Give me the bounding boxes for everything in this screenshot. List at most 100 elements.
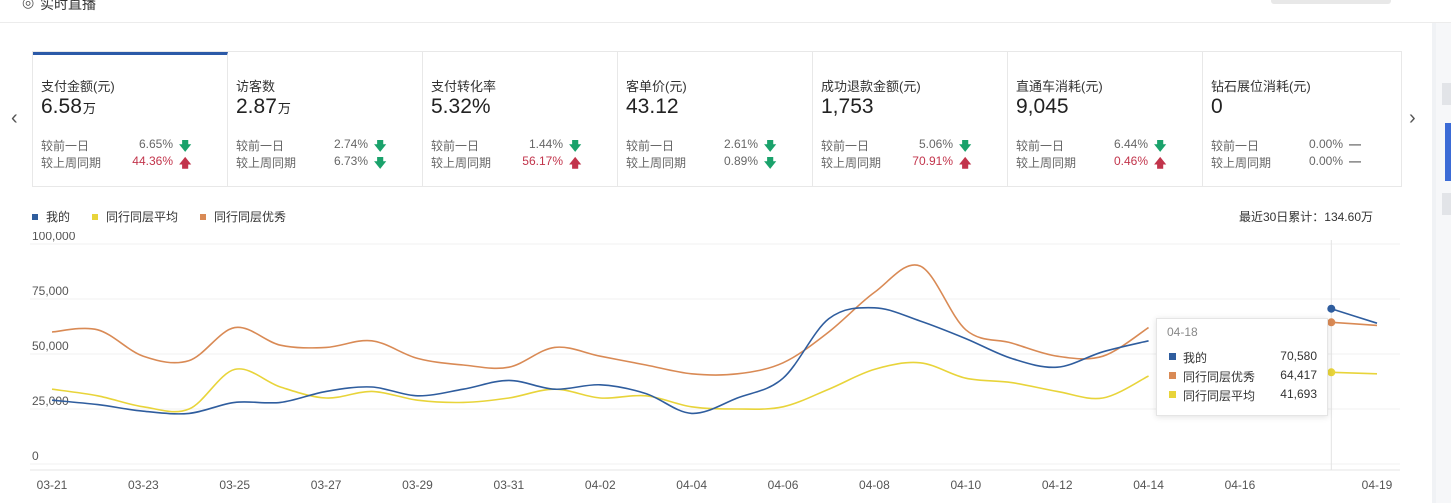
y-tick-label: 100,000	[32, 232, 76, 243]
x-tick-label: 04-16	[1225, 478, 1256, 492]
x-axis: 03-21 03-23 03-25 03-27 03-29 03-31 04-02 04-04…	[37, 478, 1393, 492]
x-tick-label: 04-04	[676, 478, 707, 492]
compare-week-row: 较上周同期 44.36% 🡅	[41, 154, 227, 171]
metric-card[interactable]: 支付转化率 5.32% 较前一日 1.44% 🡇 较上周同期 56.17% 🡅	[423, 52, 618, 186]
tooltip-row: 我的 70,580	[1167, 349, 1317, 365]
x-tick-label: 04-14	[1133, 478, 1164, 492]
compare-week-row: 较上周同期 70.91% 🡅	[821, 154, 1007, 171]
x-tick-label: 03-23	[128, 478, 159, 492]
metric-label: 支付转化率	[431, 79, 497, 94]
compare-day-row: 较前一日 2.74% 🡇	[236, 137, 422, 154]
total-30-days: 最近30日累计：134.60万	[1238, 210, 1373, 224]
series-line[interactable]	[1331, 307, 1378, 324]
compare-week-row: 较上周同期 6.73% 🡇	[236, 154, 422, 171]
x-tick-label: 04-06	[768, 478, 799, 492]
metric-value: 5.32%	[431, 95, 491, 118]
y-tick-label: 0	[32, 449, 39, 463]
metric-label: 支付金额(元)	[41, 79, 115, 94]
arrow-up-icon: 🡅	[1154, 156, 1167, 170]
metric-label: 成功退款金额(元)	[821, 79, 921, 94]
compare-day-row: 较前一日 5.06% 🡇	[821, 137, 1007, 154]
dash-icon: —	[1349, 137, 1361, 151]
metric-unit: 万	[277, 101, 291, 116]
side-tab[interactable]	[1442, 193, 1451, 215]
metric-value: 1,753	[821, 95, 874, 118]
metric-cards: 支付金额(元) 6.58万 较前一日 6.65% 🡇 较上周同期 44.36% 🡅 访客数 2.8…	[32, 51, 1402, 187]
metric-card[interactable]: 客单价(元) 43.12 较前一日 2.61% 🡇 较上周同期 0.89% 🡇	[618, 52, 813, 186]
compare-week-row: 较上周同期 0.46% 🡅	[1016, 154, 1202, 171]
x-tick-label: 03-21	[37, 478, 68, 492]
y-tick-label: 50,000	[32, 339, 69, 353]
metric-value: 6.58万	[41, 95, 96, 118]
compare-week-row: 较上周同期 0.89% 🡇	[626, 154, 812, 171]
chart-lines	[51, 264, 1378, 415]
x-tick-label: 03-25	[219, 478, 250, 492]
x-tick-label: 04-02	[585, 478, 616, 492]
arrow-down-icon: 🡇	[764, 156, 777, 170]
legend-swatch	[200, 213, 207, 220]
next-arrow-icon[interactable]: ›	[1409, 107, 1416, 129]
x-tick-label: 04-19	[1362, 478, 1393, 492]
series-line[interactable]	[1331, 371, 1378, 375]
chart-legend: 我的 同行同层平均 同行同层优秀	[32, 208, 308, 225]
x-tick-label: 03-29	[402, 478, 433, 492]
x-tick-label: 04-10	[950, 478, 981, 492]
x-tick-label: 04-08	[859, 478, 890, 492]
top-bar: ◎ 实时直播	[0, 0, 1451, 23]
dash-icon: —	[1349, 154, 1361, 168]
metric-label: 钻石展位消耗(元)	[1211, 79, 1311, 94]
hover-point	[1327, 318, 1336, 327]
metric-card[interactable]: 直通车消耗(元) 9,045 较前一日 6.44% 🡇 较上周同期 0.46% 🡅	[1008, 52, 1203, 186]
x-tick-label: 04-12	[1042, 478, 1073, 492]
hover-points	[1327, 304, 1336, 377]
metric-card[interactable]: 成功退款金额(元) 1,753 较前一日 5.06% 🡇 较上周同期 70.91% 🡅	[813, 52, 1008, 186]
metric-card[interactable]: 访客数 2.87万 较前一日 2.74% 🡇 较上周同期 6.73% 🡇	[228, 52, 423, 186]
tooltip-row: 同行同层优秀 64,417	[1167, 368, 1317, 384]
side-tab[interactable]	[1442, 83, 1451, 105]
series-line[interactable]	[51, 361, 1149, 413]
x-tick-label: 03-31	[494, 478, 525, 492]
legend-item[interactable]: 同行同层优秀	[200, 208, 286, 225]
compare-day-row: 较前一日 6.44% 🡇	[1016, 137, 1202, 154]
arrow-up-icon: 🡅	[959, 156, 972, 170]
metric-value: 2.87万	[236, 95, 291, 118]
hover-point	[1327, 304, 1336, 313]
live-icon: ◎	[22, 0, 35, 10]
side-tab-active[interactable]	[1445, 123, 1451, 181]
metric-label: 客单价(元)	[626, 79, 687, 94]
arrow-up-icon: 🡅	[569, 156, 582, 170]
arrow-down-icon: 🡇	[764, 139, 777, 153]
tooltip-swatch	[1169, 372, 1176, 379]
compare-week-row: 较上周同期 0.00% —	[1211, 154, 1361, 170]
prev-arrow-icon[interactable]: ‹	[11, 107, 18, 129]
legend-swatch	[32, 213, 38, 220]
metric-value: 9,045	[1016, 95, 1069, 118]
hover-point	[1327, 368, 1336, 377]
x-tick-label: 03-27	[311, 478, 342, 492]
top-right-controls[interactable]	[1271, 0, 1391, 4]
y-tick-label: 25,000	[32, 394, 69, 408]
series-line[interactable]	[51, 264, 1149, 376]
arrow-down-icon: 🡇	[959, 139, 972, 153]
right-side-strip	[1436, 23, 1451, 503]
metric-card[interactable]: 钻石展位消耗(元) 0 较前一日 0.00% — 较上周同期 0.00% —	[1203, 52, 1398, 186]
arrow-down-icon: 🡇	[179, 139, 192, 153]
arrow-up-icon: 🡅	[179, 156, 192, 170]
compare-day-row: 较前一日 6.65% 🡇	[41, 137, 227, 154]
y-tick-label: 75,000	[32, 284, 69, 298]
metric-card[interactable]: 支付金额(元) 6.58万较前一日 6.65% 🡇 较上周同期 44.36% 🡅	[33, 52, 228, 186]
compare-week-row: 较上周同期 56.17% 🡅	[431, 154, 617, 171]
legend-swatch	[92, 213, 99, 220]
arrow-down-icon: 🡇	[1154, 139, 1167, 153]
tooltip-row: 同行同层平均 41,693	[1167, 387, 1317, 403]
tooltip-swatch	[1169, 391, 1176, 398]
y-axis: 0 25,000 50,000 75,000 100,000	[32, 232, 76, 463]
legend-item[interactable]: 我的	[32, 208, 70, 225]
tooltip-swatch	[1169, 353, 1176, 360]
compare-day-row: 较前一日 0.00% —	[1211, 137, 1361, 153]
series-line[interactable]	[51, 306, 1149, 415]
arrow-down-icon: 🡇	[374, 156, 387, 170]
series-line[interactable]	[1331, 321, 1378, 327]
metric-value: 0	[1211, 95, 1223, 118]
legend-item[interactable]: 同行同层平均	[92, 208, 178, 225]
